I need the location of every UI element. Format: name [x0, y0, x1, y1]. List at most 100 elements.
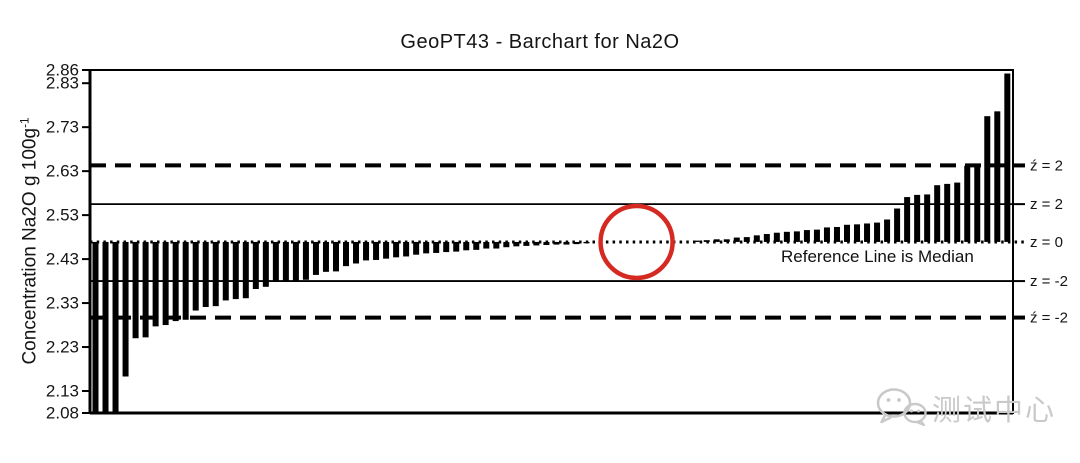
bar	[763, 234, 770, 242]
watermark-text: 测试中心	[932, 393, 1057, 427]
z-score-label: z = 2	[1030, 196, 1063, 213]
wechat-logo-icon	[876, 388, 927, 427]
bar	[954, 182, 961, 242]
bar	[453, 241, 460, 252]
bar	[403, 241, 410, 257]
bar	[483, 241, 490, 249]
bar	[272, 241, 279, 282]
bar	[282, 241, 289, 281]
y-tick-label: 2.33	[46, 294, 79, 313]
bar	[783, 231, 790, 242]
bar	[292, 241, 299, 281]
bar	[713, 239, 720, 242]
bar	[523, 241, 530, 246]
bar	[443, 241, 450, 253]
y-tick-label: 2.13	[46, 382, 79, 401]
bar	[844, 224, 850, 242]
z-score-label: z = 0	[1030, 234, 1063, 251]
bar	[874, 222, 881, 242]
bar	[383, 241, 390, 259]
highlight-circle	[598, 203, 675, 281]
bar	[553, 241, 560, 245]
bar	[573, 241, 580, 245]
bar	[813, 229, 820, 242]
bar	[803, 230, 810, 242]
bar	[743, 237, 750, 242]
y-tick-label: 2.73	[46, 118, 79, 137]
y-tick-label: 2.23	[46, 338, 79, 357]
bar	[693, 240, 700, 242]
bar	[884, 219, 891, 242]
bar	[964, 165, 971, 242]
bar	[222, 241, 229, 301]
bar	[252, 241, 259, 289]
bar	[353, 241, 360, 264]
y-tick-label: 2.83	[46, 74, 79, 93]
bar	[773, 232, 780, 242]
bar	[753, 235, 760, 242]
bar	[262, 241, 269, 287]
bar	[122, 241, 129, 377]
bar	[463, 241, 470, 251]
bar	[182, 241, 189, 320]
bar	[192, 241, 199, 311]
bar	[833, 226, 840, 242]
bar	[212, 241, 219, 307]
bar	[473, 241, 480, 250]
bar	[493, 241, 500, 249]
bar	[894, 208, 901, 242]
bar	[142, 241, 149, 338]
y-tick-label: 2.63	[46, 162, 79, 181]
bar	[102, 241, 109, 413]
bar	[433, 241, 440, 253]
bar	[934, 185, 941, 242]
bar	[854, 224, 861, 242]
z-score-label: z = -2	[1030, 273, 1068, 290]
bar	[232, 241, 239, 300]
median-reference-note: Reference Line is Median	[781, 247, 974, 266]
bar	[312, 241, 319, 275]
bar	[423, 241, 430, 254]
bar	[413, 241, 420, 255]
bar	[974, 164, 981, 242]
bar	[1004, 73, 1011, 242]
bar	[994, 111, 1001, 242]
y-tick-label: 2.86	[46, 61, 79, 80]
bar	[823, 227, 830, 242]
bar	[242, 241, 249, 299]
bar	[112, 241, 119, 413]
bar	[92, 241, 99, 413]
bar	[864, 223, 871, 242]
bar	[132, 241, 139, 339]
bar	[162, 241, 169, 326]
bar	[733, 237, 740, 242]
bar	[322, 241, 329, 272]
bar	[513, 241, 520, 247]
bar	[363, 241, 370, 261]
bar	[914, 194, 921, 242]
bar	[924, 194, 931, 242]
bar	[332, 241, 339, 272]
bar	[533, 241, 540, 246]
bar	[152, 241, 159, 327]
bar	[393, 241, 400, 258]
bar	[793, 231, 800, 242]
bar	[904, 197, 911, 242]
bar	[543, 241, 550, 246]
bar	[944, 183, 951, 242]
bar	[302, 241, 309, 280]
z-score-label: ź = -2	[1030, 310, 1068, 327]
y-tick-label: 2.53	[46, 206, 79, 225]
y-tick-label: 2.43	[46, 250, 79, 269]
bar	[343, 241, 349, 267]
bar	[172, 241, 179, 322]
bar	[202, 241, 209, 308]
bar	[984, 116, 991, 242]
y-tick-label: 2.08	[46, 404, 79, 423]
z-score-label: ź = 2	[1030, 157, 1063, 174]
watermark: 测试中心	[874, 386, 1056, 430]
chart-title: GeoPT43 - Barchart for Na2O	[400, 31, 680, 53]
bar	[373, 241, 380, 260]
